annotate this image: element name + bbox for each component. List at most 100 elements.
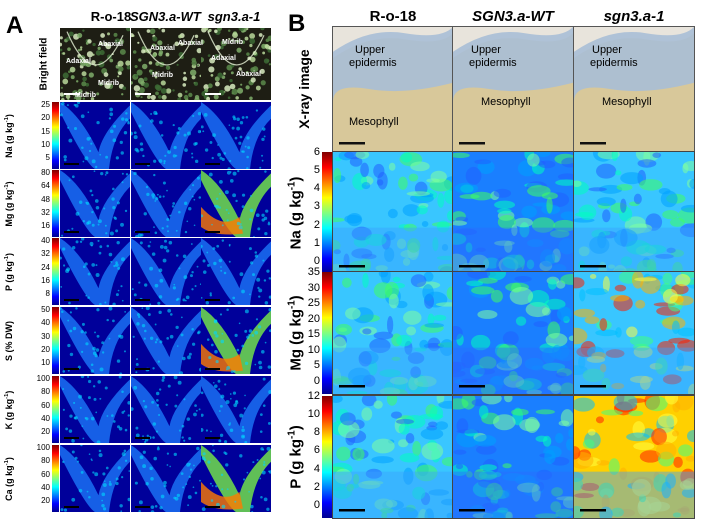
- colorbar-ticks: 100 80 60 40 20: [30, 444, 50, 505]
- colorbar-tick-label: 12: [307, 390, 320, 402]
- colorbar-ticks: 100 80 60 40 20: [30, 375, 50, 436]
- element-map-image: [452, 271, 574, 395]
- row-label-exponent: -1: [4, 116, 10, 122]
- colorbar-tick-label: 10: [41, 358, 50, 367]
- xray-image: [332, 26, 454, 152]
- colorbar-tick-label: 24: [41, 262, 50, 272]
- colorbar-tick-label: 0: [313, 498, 320, 511]
- panel-letter-a: A: [6, 12, 24, 39]
- panel-a-col-title-1: R-o-18: [90, 9, 132, 24]
- bright-field-image: [60, 28, 130, 100]
- colorbar-tick-label: 16: [41, 275, 50, 285]
- colorbar-tick-label: 0: [313, 374, 320, 387]
- element-map-image: [131, 376, 201, 443]
- element-map-image: [332, 271, 454, 395]
- colorbar-tick-label: 25: [307, 297, 320, 310]
- tissue-label: Midrib: [222, 39, 243, 46]
- row-label-exponent: -1: [4, 183, 10, 190]
- colorbar-ticks: 35 30 25 20 15 10 5 0: [304, 267, 320, 387]
- element-map-image: [131, 307, 201, 374]
- tissue-label: Abaxial: [178, 40, 203, 47]
- colorbar-tick-label: 2: [313, 480, 320, 493]
- colorbar-tick-label: 8: [313, 426, 320, 439]
- tissue-label: Midrib: [152, 72, 173, 79]
- row-label-exponent: -1: [4, 393, 10, 399]
- tissue-label: Abaxial: [236, 71, 261, 78]
- element-map-image: [131, 445, 201, 512]
- colorbar-tick-label: 80: [41, 387, 50, 397]
- element-map-image: [201, 445, 271, 512]
- colorbar-ticks: 6 5 4 3 2 1 0: [304, 147, 320, 267]
- region-label-upper: Upper: [471, 44, 501, 56]
- row-label-close: ): [4, 390, 14, 394]
- element-map-image: [60, 445, 130, 512]
- element-map-image: [452, 151, 574, 275]
- colorbar-tick-label: 8: [45, 289, 50, 298]
- colorbar-tick-label: 40: [41, 236, 50, 245]
- colorbar-tick-label: 100: [36, 374, 50, 383]
- region-label-mesophyll: Mesophyll: [481, 96, 531, 108]
- row-label-text: Mg (g kg: [4, 189, 14, 227]
- colorbar: [52, 445, 59, 512]
- panel-b-col-title-3: sgn3.a-1: [603, 8, 665, 25]
- region-label-epidermis: epidermis: [349, 57, 397, 69]
- region-label-epidermis: epidermis: [469, 57, 517, 69]
- row-label-text: S (% DW): [4, 320, 14, 361]
- tissue-label: Abaxial: [150, 45, 175, 52]
- tissue-label: Adaxial: [211, 55, 236, 62]
- colorbar-ticks: 12 10 8 6 4 2 0: [304, 391, 320, 511]
- panel-letter-b: B: [288, 10, 306, 37]
- element-map-image: [131, 102, 201, 169]
- colorbar: [52, 170, 59, 237]
- element-map-image: [60, 238, 130, 305]
- row-label-text: Mg (g kg: [287, 309, 305, 371]
- colorbar-tick-label: 40: [41, 482, 50, 492]
- element-map-image: [201, 102, 271, 169]
- panel-a-col-title-2: SGN3.a-WT: [130, 9, 201, 24]
- colorbar: [52, 102, 59, 169]
- colorbar-tick-label: 80: [41, 168, 50, 177]
- bright-field-image: [201, 28, 271, 100]
- tissue-label: Adaxial: [66, 58, 91, 65]
- element-map-image: [60, 307, 130, 374]
- element-map-image: [201, 307, 271, 374]
- colorbar-tick-label: 3: [313, 200, 320, 213]
- colorbar-tick-label: 60: [41, 400, 50, 410]
- colorbar-tick-label: 5: [313, 359, 320, 372]
- region-label-mesophyll: Mesophyll: [602, 96, 652, 108]
- row-label-text: P (g kg: [4, 260, 14, 291]
- colorbar-tick-label: 40: [41, 413, 50, 423]
- colorbar: [52, 307, 59, 374]
- element-map-image: [60, 170, 130, 237]
- bright-field-image: [131, 28, 201, 100]
- xray-image: [573, 26, 695, 152]
- colorbar-tick-label: 2: [313, 218, 320, 231]
- row-label-text: Na (g kg: [287, 190, 305, 250]
- row-label-close: ): [4, 180, 14, 184]
- colorbar-tick-label: 48: [41, 194, 50, 204]
- colorbar-tick-label: 30: [41, 331, 50, 341]
- colorbar: [322, 396, 332, 518]
- xray-image: [452, 26, 574, 152]
- element-map-image: [201, 238, 271, 305]
- colorbar-tick-label: 15: [307, 328, 320, 341]
- row-label-close: ): [287, 425, 305, 431]
- colorbar-tick-label: 10: [307, 343, 320, 356]
- element-map-image: [332, 151, 454, 275]
- row-label-exponent: -1: [286, 430, 298, 439]
- colorbar-tick-label: 4: [313, 182, 320, 195]
- colorbar-tick-label: 15: [41, 126, 50, 136]
- colorbar-tick-label: 60: [41, 469, 50, 479]
- panel-a-row-label: S (% DW): [4, 321, 14, 361]
- colorbar-tick-label: 64: [41, 181, 50, 191]
- colorbar-tick-label: 10: [41, 139, 50, 149]
- bright-field-label: Bright field: [38, 37, 50, 91]
- colorbar-tick-label: 6: [313, 146, 320, 158]
- colorbar-tick-label: 20: [41, 427, 50, 436]
- row-label-text: P (g kg: [287, 438, 305, 489]
- region-label-mesophyll: Mesophyll: [349, 116, 399, 128]
- colorbar-ticks: 25 20 15 10 5: [30, 101, 50, 162]
- colorbar-tick-label: 40: [41, 318, 50, 328]
- xray-image-label: X-ray image: [296, 49, 312, 129]
- colorbar-tick-label: 6: [313, 444, 320, 457]
